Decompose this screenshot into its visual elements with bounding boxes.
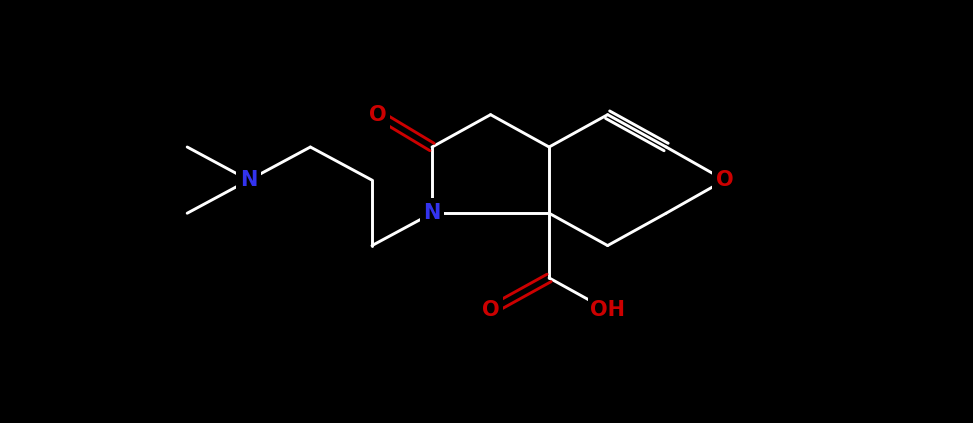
Text: O: O bbox=[716, 170, 734, 190]
Text: N: N bbox=[423, 203, 441, 223]
Text: N: N bbox=[240, 170, 258, 190]
FancyBboxPatch shape bbox=[479, 295, 503, 326]
FancyBboxPatch shape bbox=[588, 295, 628, 326]
FancyBboxPatch shape bbox=[366, 99, 390, 130]
FancyBboxPatch shape bbox=[712, 165, 737, 195]
FancyBboxPatch shape bbox=[419, 198, 445, 228]
Text: O: O bbox=[370, 104, 387, 125]
Text: OH: OH bbox=[590, 300, 625, 320]
Text: O: O bbox=[482, 300, 499, 320]
FancyBboxPatch shape bbox=[236, 165, 261, 195]
